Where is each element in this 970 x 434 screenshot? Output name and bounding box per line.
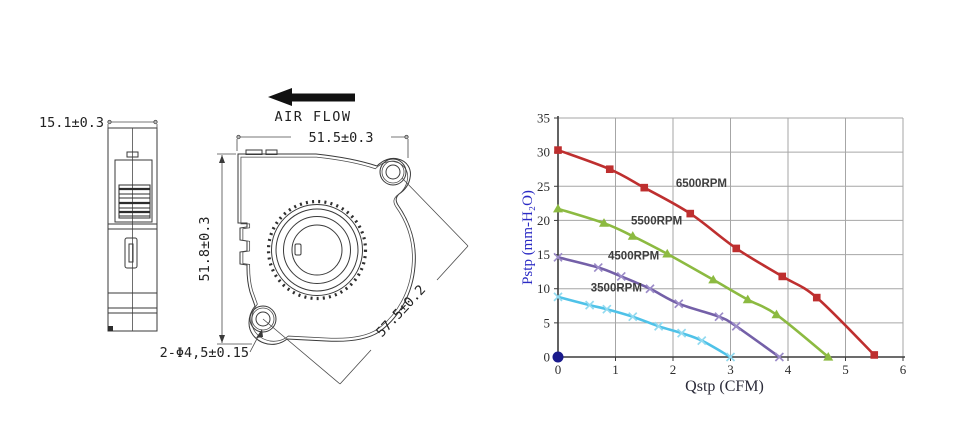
series-label-6500RPM: 6500RPM [676, 178, 727, 190]
marker-x-4500RPM [593, 262, 603, 273]
air-flow-label: AIR FLOW [274, 109, 351, 125]
marker-x-3500RPM [602, 304, 612, 314]
series-label-3500RPM: 3500RPM [591, 282, 642, 294]
origin-dot [552, 351, 564, 363]
mount-hole-callout: 2-Φ4,5±0.15 [160, 329, 263, 361]
y-axis-title: Pstp (mm-H₂O) [520, 190, 536, 285]
marker-triangle-5500RPM [599, 218, 609, 227]
front-width-dim-label: 51.5±0.3 [308, 130, 373, 146]
marker-triangle-5500RPM [708, 274, 719, 284]
marker-triangle-5500RPM [627, 231, 638, 240]
fan-technical-drawing: 15.1±0.3 AIR FLOW [39, 88, 469, 385]
performance-chart: 0 1 2 3 4 5 6 0 5 10 15 20 25 30 35 6500RPM 5500RPM 4500R… [520, 111, 907, 396]
x-tick-label: 2 [670, 362, 677, 377]
y-tick-label: 0 [544, 350, 551, 365]
front-height-dimension: 51.8±0.3 [197, 153, 252, 345]
front-height-dim-label: 51.8±0.3 [197, 216, 213, 281]
marker-x-3500RPM [677, 328, 687, 338]
marker-square-6500RPM [605, 165, 614, 174]
marker-x-4500RPM [674, 299, 684, 309]
marker-x-4500RPM [714, 312, 724, 322]
air-flow-arrow-icon [268, 88, 355, 106]
marker-triangle-5500RPM [553, 203, 563, 213]
y-tick-label: 20 [537, 213, 550, 228]
marker-x-3500RPM [697, 336, 707, 346]
marker-square-6500RPM [870, 351, 879, 359]
y-tick-label: 10 [537, 281, 550, 296]
marker-x-3500RPM [553, 292, 563, 302]
y-tick-label: 5 [544, 315, 551, 330]
y-tick-label: 35 [537, 111, 550, 126]
mount-hole-dim-label: 2-Φ4,5±0.15 [160, 345, 249, 361]
x-tick-label: 4 [785, 362, 792, 377]
marker-x-4500RPM [731, 321, 741, 331]
marker-square-6500RPM [640, 183, 649, 192]
housing-inner-wall [240, 156, 413, 342]
marker-x-3500RPM [725, 352, 736, 362]
marker-square-6500RPM [732, 244, 741, 253]
marker-square-6500RPM [778, 272, 787, 281]
y-tick-label: 15 [537, 247, 550, 262]
impeller [266, 199, 368, 301]
x-tick-label: 0 [555, 362, 562, 377]
housing-top-tab [245, 149, 263, 155]
marker-square-6500RPM [812, 293, 821, 302]
x-tick-label: 1 [612, 362, 619, 377]
marker-square-6500RPM [686, 209, 695, 218]
housing-top-tab [265, 149, 278, 155]
mount-hole-bottom-left [249, 305, 277, 333]
housing-outline [237, 153, 416, 345]
side-width-dimension: 15.1±0.3 [39, 115, 158, 131]
air-flow: AIR FLOW [268, 88, 355, 125]
fan-side-view [107, 127, 158, 332]
marker-triangle-5500RPM [662, 248, 673, 258]
marker-triangle-5500RPM [771, 309, 782, 319]
series-label-5500RPM: 5500RPM [631, 216, 682, 228]
series-label-4500RPM: 4500RPM [608, 250, 659, 262]
marker-x-4500RPM [616, 271, 626, 282]
marker-triangle-5500RPM [823, 352, 834, 361]
y-tick-label: 25 [537, 179, 550, 194]
front-width-dimension: 51.5±0.3 [236, 130, 409, 158]
mount-hole-top-right [379, 158, 407, 186]
impeller-hub-slot [294, 243, 302, 256]
marker-x-4500RPM [553, 252, 563, 262]
x-tick-label: 6 [900, 362, 907, 377]
x-axis-title: Qstp (CFM) [685, 378, 764, 395]
x-tick-label: 3 [727, 362, 734, 377]
impeller-hatch [118, 184, 151, 219]
marker-square-6500RPM [554, 146, 562, 154]
fan-front-view [237, 149, 416, 345]
hole-pitch-dim-label: 57.5±0.2 [373, 282, 429, 340]
series-line-3500RPM [556, 295, 732, 359]
hole-pitch-dimension: 57.5±0.2 [262, 177, 469, 385]
side-view-foot [108, 326, 113, 331]
marker-triangle-5500RPM [742, 294, 753, 304]
marker-x-4500RPM [645, 284, 655, 294]
side-width-dim-label: 15.1±0.3 [39, 115, 104, 131]
marker-x-3500RPM [585, 300, 595, 310]
x-tick-label: 5 [842, 362, 849, 377]
marker-x-3500RPM [654, 321, 664, 331]
marker-x-3500RPM [628, 312, 638, 322]
y-tick-label: 30 [537, 145, 550, 160]
marker-x-4500RPM [774, 352, 784, 362]
